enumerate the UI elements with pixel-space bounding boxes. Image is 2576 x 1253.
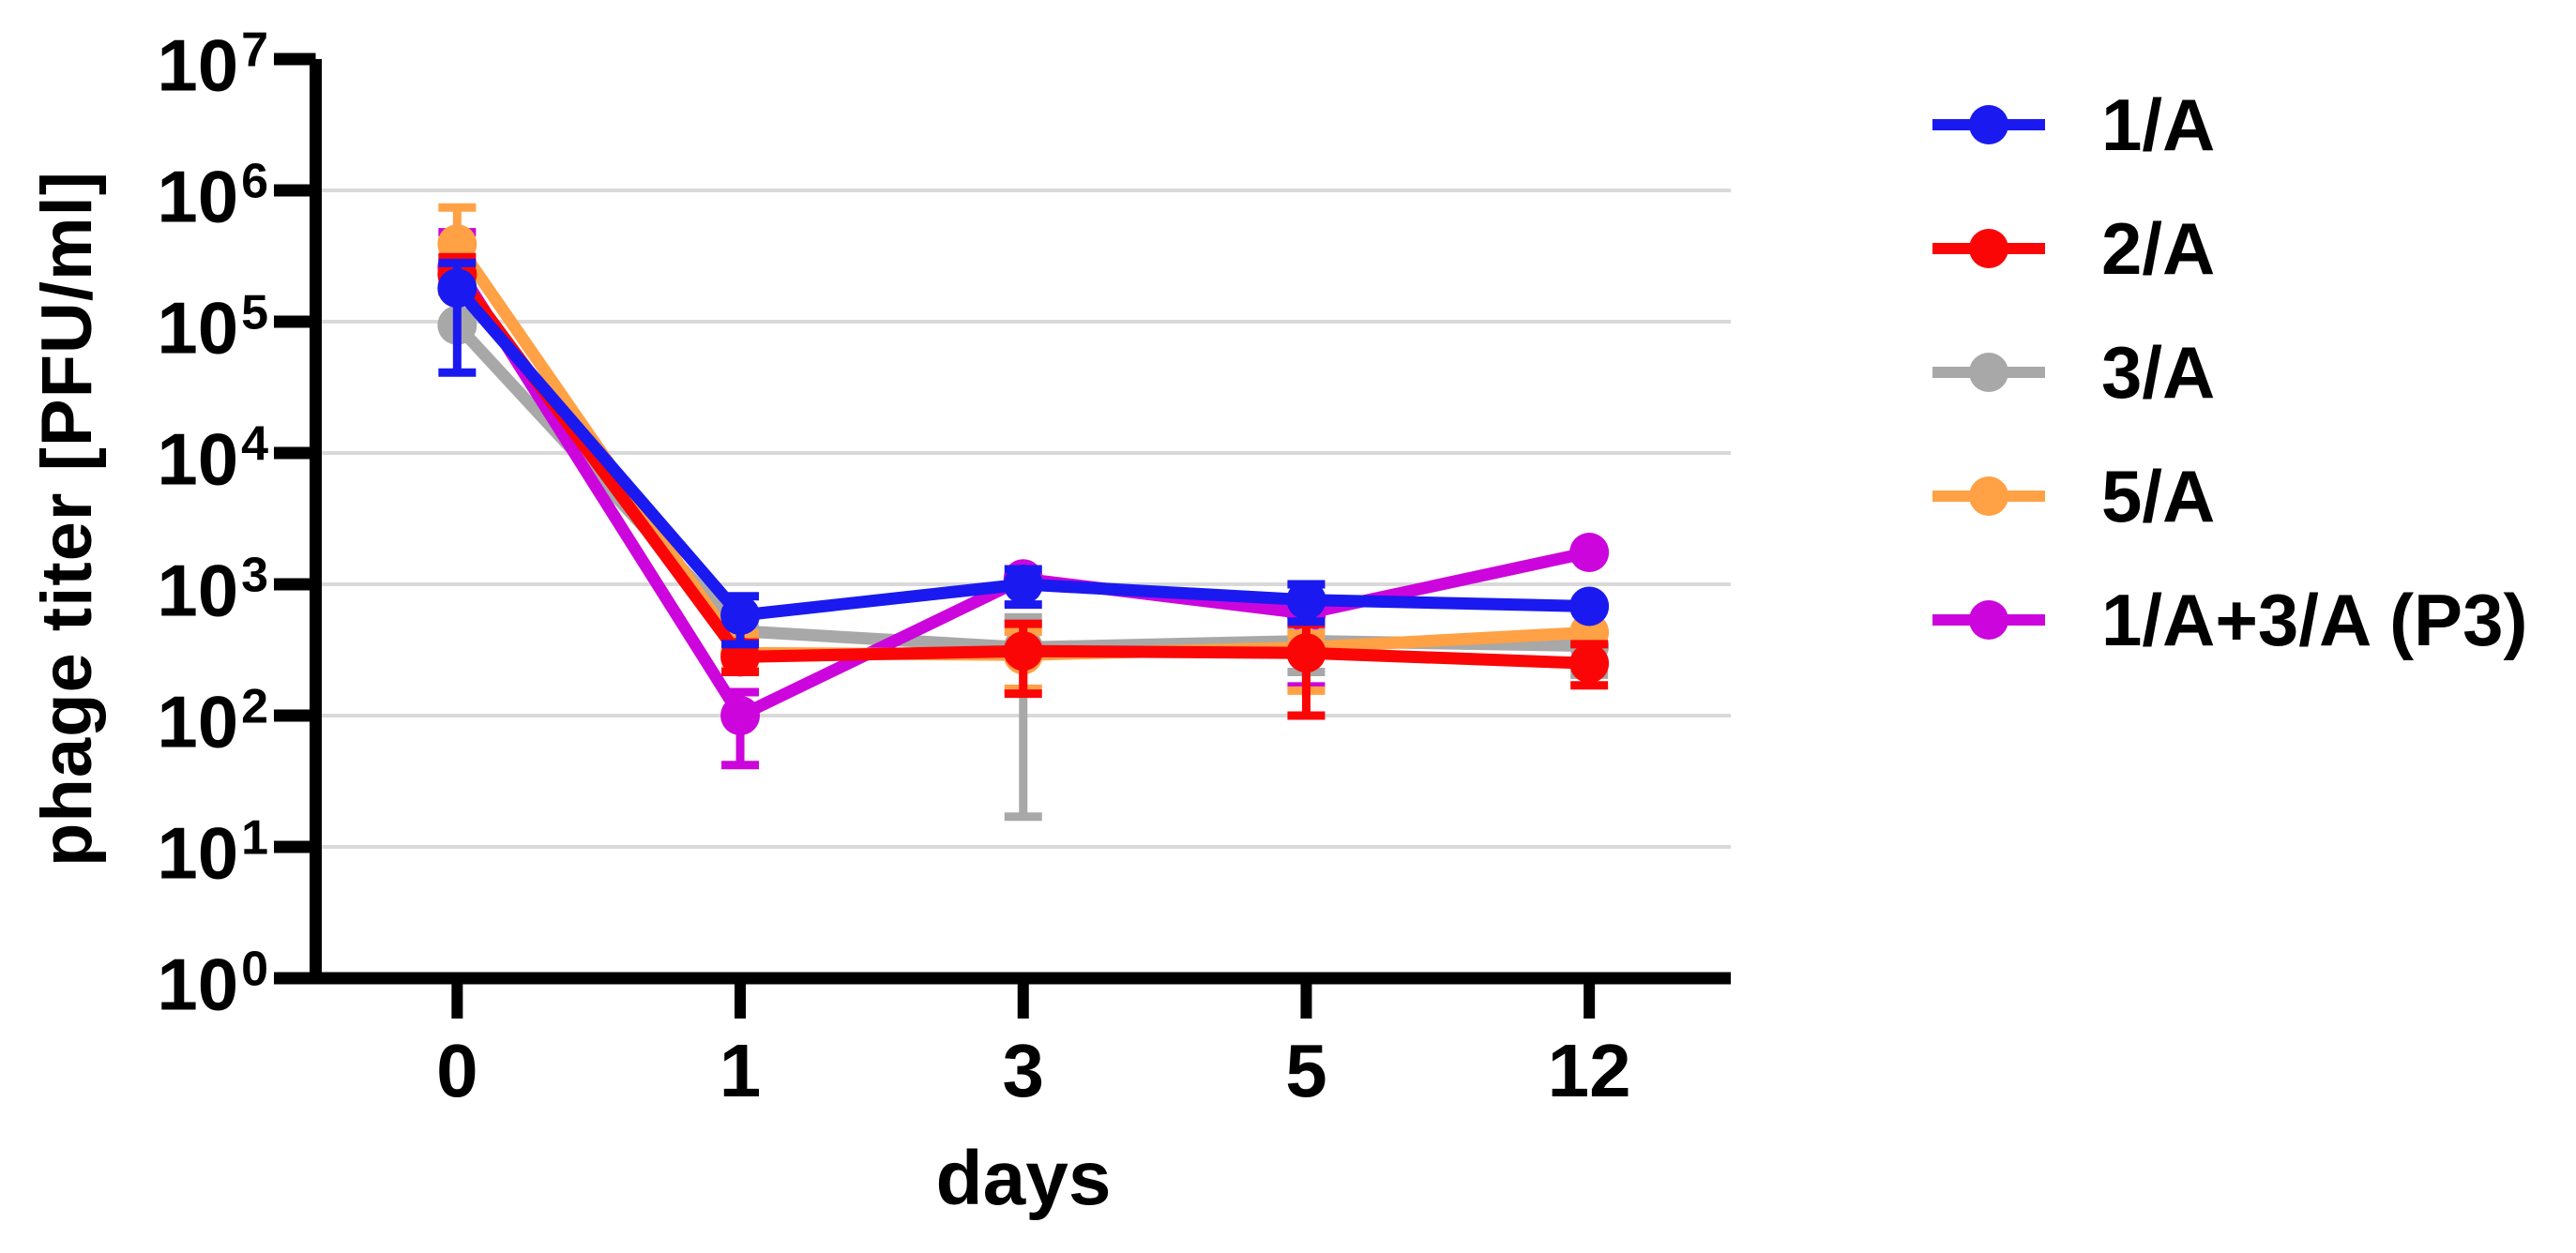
legend-line-circle-icon: [1932, 228, 2045, 269]
y-tick-label: 105: [157, 285, 268, 370]
legend-item: 5/A: [1932, 460, 2215, 533]
series-1/A: [437, 258, 1610, 649]
legend-item: 1/A: [1932, 88, 2215, 161]
legend-line-circle-icon: [1932, 352, 2045, 393]
series-2/A: [437, 252, 1610, 720]
y-axis-title: phage titer [PFU/ml]: [27, 170, 107, 868]
data-point: [1003, 565, 1043, 604]
y-tick-label: 103: [157, 548, 268, 632]
data-point: [720, 696, 761, 735]
x-tick-label: 3: [1002, 1029, 1045, 1112]
x-tick-label: 5: [1285, 1029, 1327, 1112]
x-axis-title: days: [935, 1136, 1112, 1221]
y-tick-label: 106: [157, 154, 268, 238]
legend-line-circle-icon: [1932, 599, 2045, 641]
legend-item: 2/A: [1932, 212, 2215, 285]
data-point: [1569, 643, 1610, 684]
data-point: [1569, 586, 1610, 626]
y-tick-label: 107: [157, 23, 268, 107]
y-tick-label: 100: [157, 942, 268, 1026]
data-point: [1569, 532, 1610, 572]
data-point: [720, 596, 761, 636]
data-point: [437, 268, 477, 309]
legend-label: 1/A+3/A (P3): [2101, 579, 2528, 661]
x-tick-label: 12: [1547, 1029, 1631, 1112]
x-tick-label: 0: [436, 1029, 478, 1112]
data-point: [1003, 631, 1043, 672]
legend-item: 3/A: [1932, 336, 2215, 409]
legend-label: 1/A: [2101, 83, 2216, 166]
y-tick-label: 101: [157, 810, 268, 895]
legend-label: 2/A: [2101, 207, 2216, 290]
legend-item: 1/A+3/A (P3): [1932, 583, 2527, 657]
legend-line-circle-icon: [1932, 104, 2045, 145]
y-tick-label: 104: [157, 416, 268, 501]
data-point: [1286, 633, 1326, 673]
legend-label: 5/A: [2101, 455, 2216, 537]
legend-line-circle-icon: [1932, 476, 2045, 517]
legend-label: 3/A: [2101, 331, 2216, 414]
y-tick-label: 102: [157, 679, 268, 763]
x-tick-label: 1: [719, 1029, 762, 1112]
data-point: [1286, 580, 1326, 620]
